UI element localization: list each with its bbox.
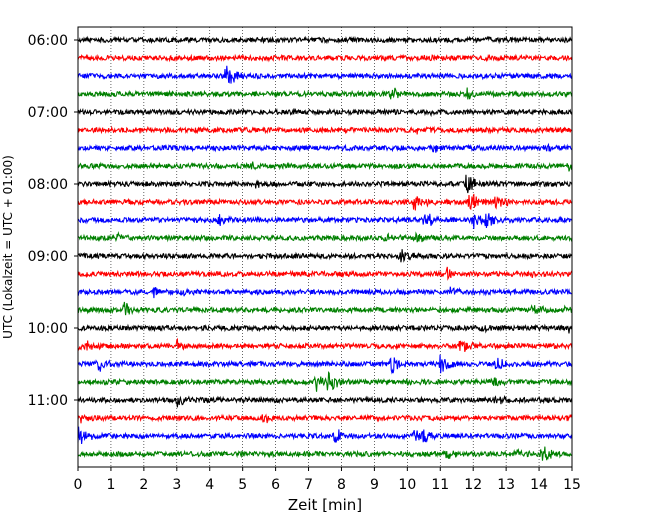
x-tick-label: 7 <box>304 477 313 493</box>
y-tick-label: 07:00 <box>28 105 68 121</box>
trace-line <box>77 249 573 263</box>
y-axis-ticks: 06:00 07:00 08:00 09:00 10:00 11:00 <box>28 33 78 409</box>
trace-line <box>77 301 573 316</box>
x-tick-label: 3 <box>172 477 181 493</box>
trace-line <box>77 394 573 408</box>
trace-line <box>77 371 573 392</box>
x-tick-label: 8 <box>337 477 346 493</box>
trace-line <box>77 231 573 243</box>
trace-line <box>77 426 573 445</box>
x-tick-label: 15 <box>563 477 581 493</box>
y-tick-label: 06:00 <box>28 33 68 49</box>
x-tick-label: 2 <box>139 477 148 493</box>
plot-frame <box>77 26 573 468</box>
trace-line <box>77 65 573 84</box>
y-tick-label: 10:00 <box>28 321 68 337</box>
x-tick-label: 12 <box>464 477 482 493</box>
x-tick-label: 1 <box>106 477 115 493</box>
trace-line <box>77 213 573 230</box>
trace-line <box>77 413 573 424</box>
x-axis-label: Zeit [min] <box>288 496 362 514</box>
trace-line <box>77 142 573 153</box>
trace-line <box>77 266 573 281</box>
y-tick-label: 11:00 <box>28 393 68 409</box>
x-tick-label: 4 <box>205 477 214 493</box>
x-tick-label: 6 <box>271 477 280 493</box>
trace-line <box>77 87 573 100</box>
trace-line <box>77 174 573 194</box>
x-tick-label: 5 <box>238 477 247 493</box>
trace-line <box>77 337 573 352</box>
trace-layer <box>77 35 573 461</box>
trace-line <box>77 125 573 135</box>
x-tick-label: 14 <box>530 477 548 493</box>
y-tick-label: 08:00 <box>28 177 68 193</box>
trace-line <box>77 161 573 172</box>
trace-line <box>77 193 573 211</box>
x-tick-label: 13 <box>497 477 515 493</box>
trace-line <box>77 323 573 334</box>
x-tick-label: 0 <box>74 477 83 493</box>
trace-line <box>77 53 573 63</box>
grid-lines <box>110 27 540 467</box>
x-tick-label: 9 <box>370 477 379 493</box>
trace-line <box>77 35 573 45</box>
trace-line <box>77 286 573 299</box>
x-tick-label: 11 <box>431 477 449 493</box>
y-axis-label: UTC (Lokalzeit = UTC + 01:00) <box>1 155 15 339</box>
trace-line <box>77 446 573 461</box>
x-axis-ticks: 0 1 2 3 4 5 6 7 8 9 10 11 12 13 14 15 <box>74 467 581 493</box>
trace-line <box>77 107 573 118</box>
y-tick-label: 09:00 <box>28 249 68 265</box>
x-tick-label: 10 <box>398 477 416 493</box>
trace-line <box>77 354 573 375</box>
